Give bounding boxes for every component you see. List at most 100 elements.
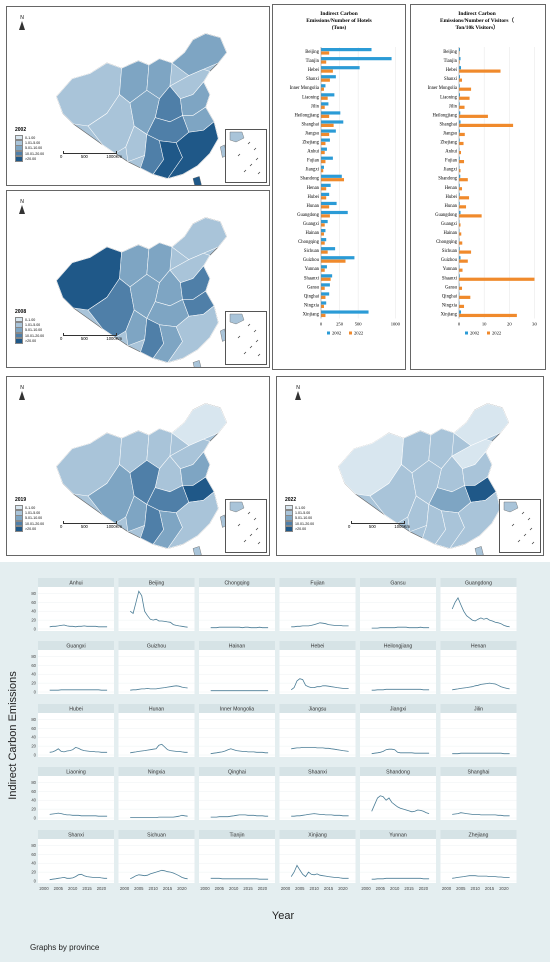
facet-title: Hunan — [149, 707, 164, 713]
facet-panel: Shandong — [360, 767, 436, 820]
legend-label: >20.00 — [25, 157, 36, 161]
bar-2002 — [321, 120, 343, 123]
facet-x-tick-label: 2020 — [177, 886, 187, 891]
hainan-island — [193, 176, 201, 185]
x-tick-label: 10 — [482, 322, 487, 327]
inset-island-mark — [244, 540, 246, 542]
facet-panel: Shanghai — [441, 767, 517, 820]
north-arrow: N — [19, 199, 25, 214]
province-label: Zhejiang — [302, 141, 319, 146]
province-label: Yunnan — [305, 267, 320, 272]
province-label: Chongqing — [298, 240, 319, 245]
facet-title: Shanxi — [68, 833, 84, 839]
legend-label: 0-1.00 — [295, 506, 305, 510]
bar-2022 — [321, 151, 325, 154]
facet-x-tick-label: 2010 — [390, 886, 400, 891]
province-label: Fujian — [445, 159, 458, 164]
province-label: Beijing — [305, 50, 319, 55]
facet-y-tick-label: 80 — [31, 654, 36, 659]
south-china-sea-inset — [225, 499, 267, 553]
facet-panel: Hebei — [280, 641, 356, 694]
facet-y-tick-label: 60 — [31, 600, 36, 605]
inset-island-mark — [258, 542, 260, 544]
province-label: Shandong — [300, 177, 319, 182]
legend-label: 1.01-5.00 — [295, 511, 310, 515]
facet-panel: Jiangxi — [360, 704, 436, 757]
x-tick-label: 0 — [320, 322, 323, 327]
inset-island-mark — [250, 534, 252, 536]
facet-title: Zhejiang — [469, 833, 489, 839]
bar-2022 — [321, 241, 325, 244]
bar-2022 — [459, 124, 513, 127]
bar-2022 — [321, 223, 325, 226]
scale-label: 0 — [60, 336, 62, 341]
bar-2022 — [321, 142, 325, 145]
province-label: Inner Mongolia — [428, 86, 458, 91]
bar-2022 — [459, 70, 501, 73]
facet-y-tick-label: 0 — [34, 627, 37, 632]
x-tick-label: 1000 — [391, 322, 401, 327]
facet-x-tick-label: 2010 — [229, 886, 239, 891]
bar-2022 — [459, 160, 464, 163]
facet-panel: Guizhou — [119, 641, 195, 694]
bar-2002 — [321, 166, 324, 169]
scale-label: 1000Km — [106, 524, 122, 529]
bar-2022 — [321, 160, 325, 163]
inset-island-mark — [254, 330, 256, 332]
facet-y-axis-label: Indirect Carbon Emissions — [7, 671, 19, 800]
inset-island-mark — [254, 518, 256, 520]
scale-label: 0 — [60, 524, 62, 529]
facet-y-tick-label: 40 — [31, 609, 36, 614]
inset-island-mark — [532, 542, 534, 544]
bar-2002 — [321, 175, 342, 178]
inset-island-mark — [254, 148, 256, 150]
province-label: Shanxi — [306, 77, 320, 82]
bar-2022 — [459, 296, 470, 299]
facet-title: Tianjin — [229, 833, 244, 839]
inset-island-mark — [250, 346, 252, 348]
legend-entry: >20.00 — [15, 526, 44, 531]
bar-2002 — [321, 220, 328, 223]
bar-2002 — [459, 310, 461, 313]
facet-x-tick-label: 2010 — [149, 886, 159, 891]
facet-x-tick-label: 2005 — [295, 886, 305, 891]
bar-2002 — [321, 75, 336, 78]
bar-2022 — [459, 106, 465, 109]
bar-2002 — [321, 274, 332, 277]
scale-label: 500 — [81, 524, 88, 529]
facet-title: Henan — [471, 644, 486, 650]
bar-2002 — [321, 202, 337, 205]
province-label: Liaoning — [302, 95, 320, 100]
facet-caption: Graphs by province — [30, 943, 100, 952]
province-label: Fujian — [307, 159, 320, 164]
facet-y-tick-label: 40 — [31, 672, 36, 677]
south-china-sea-inset — [499, 499, 541, 553]
legend-label: 0-1.00 — [25, 136, 35, 140]
facet-x-tick-label: 2000 — [200, 886, 210, 891]
facet-title: Anhui — [69, 581, 82, 587]
inset-island-mark — [518, 540, 520, 542]
facet-title: Beijing — [149, 581, 165, 587]
facet-title: Shandong — [386, 770, 410, 776]
legend-label: 1.01-5.00 — [25, 141, 40, 145]
facet-title: Ningxia — [148, 770, 165, 776]
bar-2022 — [459, 241, 462, 244]
province-label: Jiangxi — [305, 168, 319, 173]
map-year-label: 2022 — [285, 497, 296, 503]
facet-panel: Guangdong — [441, 578, 517, 631]
bar-2002 — [321, 148, 327, 151]
facet-title: Gansu — [390, 581, 405, 587]
legend-label-2002: 2002 — [470, 331, 480, 336]
bar-2002 — [321, 102, 328, 105]
facet-title: Jiangsu — [309, 707, 327, 713]
bar-2022 — [321, 214, 330, 217]
facet-y-tick-label: 40 — [31, 861, 36, 866]
facet-y-tick-label: 20 — [31, 807, 36, 812]
province-label: Hunan — [445, 204, 458, 209]
province-label: Tianjin — [444, 59, 458, 64]
